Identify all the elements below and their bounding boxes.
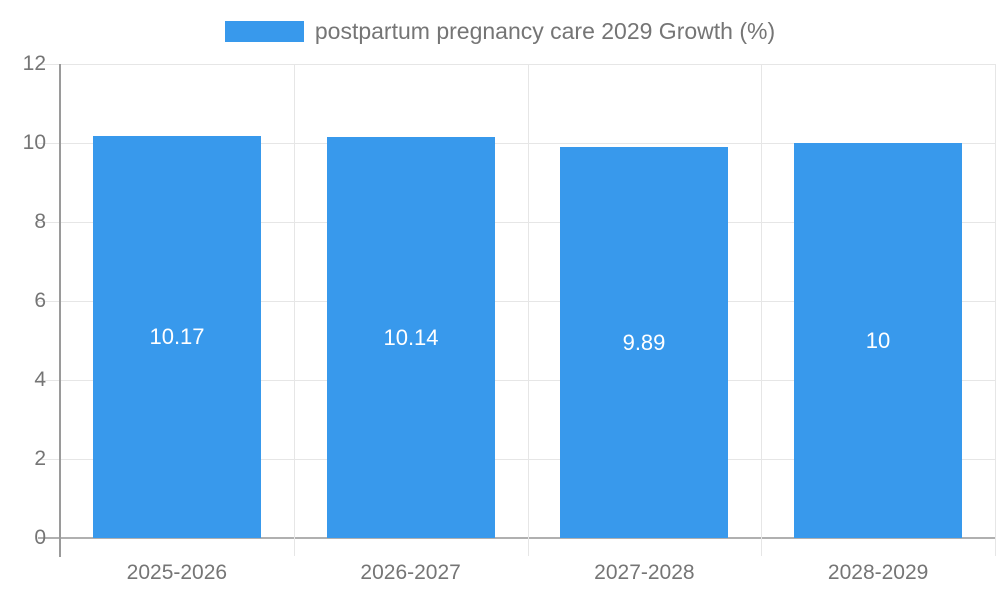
- category-separator: [528, 64, 529, 556]
- bar-value-label: 9.89: [622, 329, 666, 355]
- y-axis-tick-label: 8: [34, 210, 46, 233]
- plot-right-border: [995, 64, 996, 556]
- y-axis-tick-label: 0: [34, 526, 46, 549]
- y-gridline: [38, 459, 995, 460]
- y-axis-tick-label: 4: [34, 368, 46, 391]
- y-gridline: [38, 380, 995, 381]
- legend-swatch: [224, 21, 304, 42]
- y-axis-tick-label: 10: [22, 131, 46, 154]
- y-gridline: [38, 222, 995, 223]
- bar[interactable]: 10.14: [327, 137, 495, 538]
- y-axis-tick-label: 2: [34, 447, 46, 470]
- y-axis-line: [59, 64, 61, 557]
- x-axis-tick-label: 2026-2027: [360, 561, 461, 584]
- y-gridline: [38, 143, 995, 144]
- bar-value-label: 10.17: [149, 324, 205, 350]
- bar[interactable]: 10: [794, 143, 962, 538]
- category-separator: [761, 64, 762, 556]
- y-axis-tick-label: 6: [34, 289, 46, 312]
- bar-value-label: 10: [865, 327, 891, 353]
- legend-label: postpartum pregnancy care 2029 Growth (%…: [314, 18, 776, 44]
- y-gridline: [38, 64, 995, 65]
- category-separator: [294, 64, 295, 556]
- x-axis-tick-label: 2025-2026: [126, 561, 228, 584]
- x-axis-line: [38, 537, 995, 539]
- y-gridline: [38, 301, 995, 302]
- bar-value-label: 10.14: [383, 324, 439, 350]
- x-axis-tick-label: 2027-2028: [594, 561, 695, 584]
- bar[interactable]: 9.89: [560, 147, 728, 538]
- bar[interactable]: 10.17: [93, 136, 261, 538]
- legend[interactable]: postpartum pregnancy care 2029 Growth (%…: [0, 18, 1000, 45]
- y-axis-tick-label: 12: [22, 52, 46, 75]
- x-axis-tick-label: 2028-2029: [827, 561, 929, 584]
